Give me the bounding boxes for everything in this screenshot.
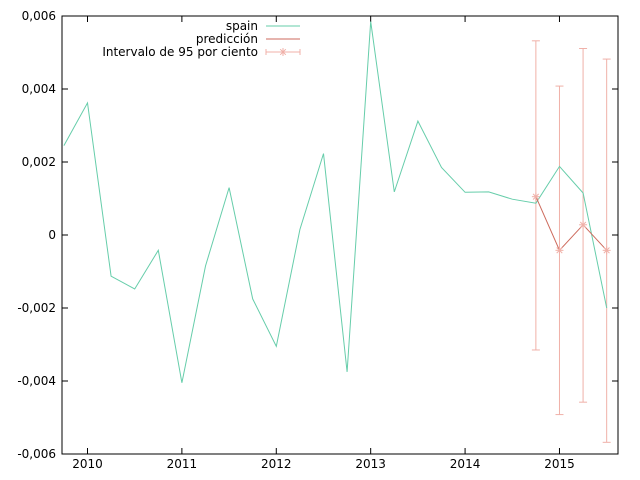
y-tick-label: 0,002 xyxy=(22,155,56,169)
x-tick-label: 2012 xyxy=(261,457,292,471)
legend-label: predicción xyxy=(196,32,258,46)
x-tick-label: 2015 xyxy=(544,457,575,471)
series-line-1 xyxy=(535,196,608,252)
plot-area xyxy=(63,21,611,443)
legend-star xyxy=(279,48,287,56)
y-tick-label: -0,006 xyxy=(17,447,56,461)
series-line-0 xyxy=(63,21,608,383)
interval-point xyxy=(579,220,588,229)
y-tick-label: -0,002 xyxy=(17,301,56,315)
y-tick-label: 0,004 xyxy=(22,82,56,96)
x-tick-label: 2014 xyxy=(450,457,481,471)
ticks: -0,006 -0,004 -0,002 0 0,002 0,004 0,006 2010 20… xyxy=(17,9,618,471)
x-tick-label: 2013 xyxy=(355,457,386,471)
y-tick-label: -0,004 xyxy=(17,374,56,388)
star-stroke xyxy=(532,193,540,200)
axes xyxy=(61,15,619,455)
y-tick-label: 0,006 xyxy=(22,9,56,23)
legend-label: spain xyxy=(226,19,258,33)
y-tick-label: 0 xyxy=(48,228,56,242)
interval-point xyxy=(602,246,611,255)
star-stroke xyxy=(279,48,287,56)
interval-point xyxy=(531,192,540,201)
x-tick-label: 2010 xyxy=(72,457,103,471)
legend-label: Intervalo de 95 por ciento xyxy=(102,45,258,59)
interval-point xyxy=(555,246,564,255)
star-stroke xyxy=(603,247,610,254)
x-tick-label: 2011 xyxy=(167,457,198,471)
star-stroke xyxy=(579,221,587,228)
star-stroke xyxy=(556,247,563,254)
plot-frame xyxy=(61,15,619,455)
